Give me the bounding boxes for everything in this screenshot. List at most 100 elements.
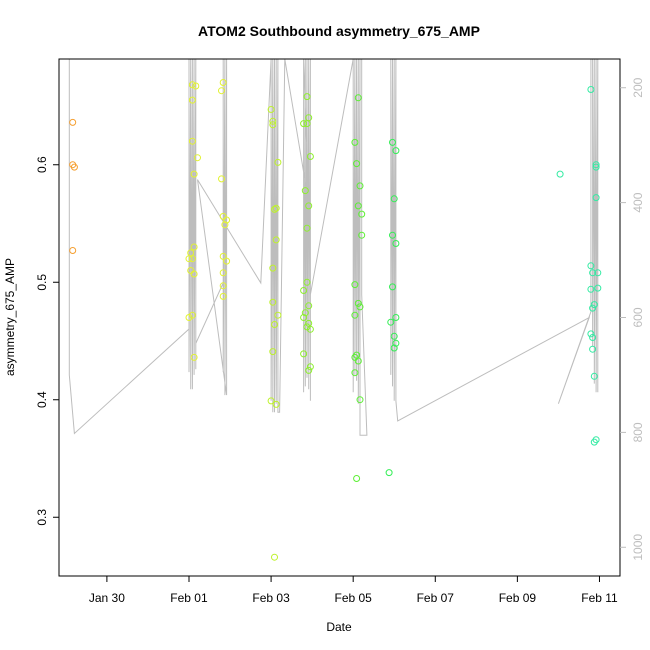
data-point <box>272 236 280 244</box>
data-point <box>303 278 311 286</box>
data-point <box>274 158 282 166</box>
y-axis: 0.3 0.4 0.5 0.6 <box>35 156 59 526</box>
data-point <box>219 252 227 260</box>
data-point <box>392 339 400 347</box>
data-point <box>190 243 198 251</box>
series-line-0 <box>68 58 599 436</box>
data-point <box>267 106 275 113</box>
y2-tick-label: 1000 <box>631 534 645 561</box>
data-point <box>269 264 277 272</box>
data-point <box>390 344 398 352</box>
data-point <box>269 121 277 129</box>
data-point <box>589 345 597 353</box>
data-point <box>300 314 308 321</box>
data-point <box>592 194 600 202</box>
data-point <box>592 163 600 171</box>
data-point <box>272 400 280 408</box>
data-point <box>218 87 225 95</box>
data-point <box>389 231 396 239</box>
data-point <box>590 372 598 380</box>
data-point <box>358 210 366 218</box>
data-point <box>185 314 193 321</box>
data-point <box>267 397 275 405</box>
data-point <box>358 231 366 239</box>
data-point <box>271 321 278 328</box>
x-tick-label: Jan 30 <box>89 591 125 605</box>
data-point <box>353 475 361 482</box>
data-point <box>392 314 400 321</box>
chart-title: ATOM2 Southbound asymmetry_675_AMP <box>198 23 480 39</box>
y-tick-label: 0.6 <box>35 156 49 173</box>
data-point <box>190 170 198 178</box>
data-point <box>223 257 231 265</box>
data-point <box>390 332 398 340</box>
data-point <box>590 301 598 309</box>
data-point <box>192 82 200 90</box>
data-point <box>305 202 313 210</box>
data-point <box>219 292 227 300</box>
data-point <box>218 175 225 183</box>
data-point <box>306 153 314 160</box>
data-point <box>271 553 278 561</box>
data-point <box>303 224 311 232</box>
data-point <box>194 154 201 162</box>
data-point <box>188 137 196 145</box>
data-point <box>590 438 598 446</box>
x-tick-label: Feb 11 <box>581 591 618 605</box>
y-tick-label: 0.5 <box>35 274 49 291</box>
data-point <box>587 330 595 338</box>
data-point <box>556 170 564 178</box>
y-tick-label: 0.4 <box>35 391 49 408</box>
data-point <box>354 94 362 102</box>
data-point <box>594 284 602 292</box>
data-point <box>221 221 229 229</box>
data-point <box>188 255 196 263</box>
x-axis: Jan 30 Feb 01 Feb 03 Feb 05 Feb 07 Feb 09 Feb … <box>89 576 618 605</box>
data-point <box>300 350 308 358</box>
secondary-y-axis: 200 400 600 800 1000 <box>620 77 645 561</box>
data-point <box>69 247 77 254</box>
data-point <box>351 311 359 319</box>
data-point <box>306 363 314 371</box>
y2-tick-label: 800 <box>631 422 645 442</box>
data-point <box>271 205 278 213</box>
data-point <box>301 309 309 317</box>
data-point <box>223 216 231 224</box>
data-point <box>587 262 595 270</box>
data-point <box>392 147 400 155</box>
data-point <box>219 79 227 86</box>
data-point <box>389 138 396 146</box>
x-tick-label: Feb 09 <box>499 591 537 605</box>
x-tick-label: Feb 05 <box>335 591 373 605</box>
data-point <box>353 160 361 168</box>
data-point <box>305 302 313 310</box>
data-point <box>269 298 277 306</box>
data-point <box>70 163 78 171</box>
x-tick-label: Feb 03 <box>252 591 290 605</box>
data-point <box>592 161 600 169</box>
data-point <box>269 117 277 125</box>
data-point <box>306 325 314 333</box>
data-point <box>69 118 77 126</box>
data-point <box>389 283 396 291</box>
x-axis-label: Date <box>326 620 352 634</box>
data-point <box>589 334 597 341</box>
data-point <box>272 204 280 212</box>
data-point <box>300 287 308 294</box>
data-point <box>356 182 364 190</box>
data-point <box>356 396 364 404</box>
data-point <box>219 269 227 277</box>
data-point <box>589 304 597 312</box>
data-point <box>188 96 196 104</box>
y2-tick-label: 400 <box>631 192 645 212</box>
y-axis-label: asymmetry_675_AMP <box>3 258 17 376</box>
data-point <box>190 270 198 278</box>
x-tick-label: Feb 01 <box>170 591 208 605</box>
x-tick-label: Feb 07 <box>417 591 455 605</box>
data-point <box>351 369 359 377</box>
data-point <box>387 318 395 326</box>
data-point <box>589 269 597 277</box>
data-point <box>351 281 359 289</box>
data-point <box>356 303 364 311</box>
data-point <box>305 366 313 374</box>
